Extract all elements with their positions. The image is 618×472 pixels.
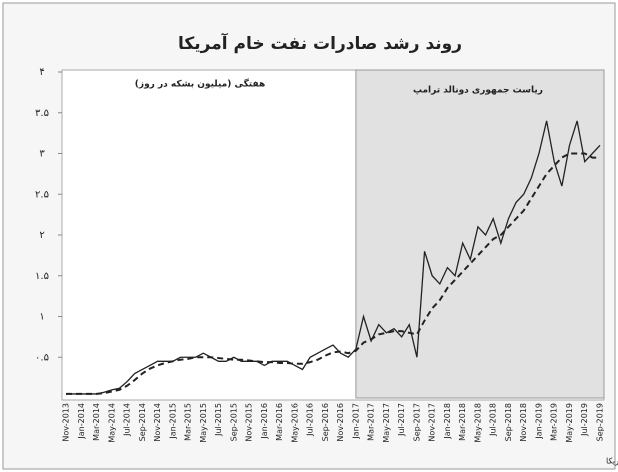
x-tick-label: May-2019 (565, 403, 574, 443)
y-tick-label: ۲ (39, 230, 44, 241)
y-tick-label: ۳.۵ (35, 108, 49, 119)
x-tick-label: Jul-2018 (489, 403, 498, 437)
y-tick-label: ۲.۵ (35, 189, 49, 200)
x-tick-label: Mar-2014 (92, 403, 101, 441)
x-tick-label: Jan-2017 (351, 403, 360, 440)
y-tick-label: ۰.۵ (35, 352, 49, 363)
x-tick-label: Jul-2014 (123, 403, 132, 437)
x-tick-label: Jul-2019 (580, 403, 589, 437)
y-tick-label: ۴ (39, 67, 44, 78)
x-tick-label: Jan-2018 (443, 403, 452, 440)
x-tick-label: Sep-2016 (321, 403, 330, 441)
x-tick-label: Sep-2017 (412, 403, 421, 441)
annotation: ریاست جمهوری دونالد ترامپ (413, 86, 543, 96)
x-tick-label: Mar-2018 (458, 403, 467, 441)
x-tick-label: Jul-2016 (306, 403, 315, 437)
x-tick-label: Mar-2017 (367, 403, 376, 441)
line-series (66, 120, 601, 395)
x-tick-label: Jan-2015 (168, 403, 177, 440)
x-tick-label: Jan-2014 (77, 403, 86, 440)
x-tick-label: Nov-2018 (519, 403, 528, 442)
x-tick-label: Sep-2015 (229, 403, 238, 441)
x-tick-label: Jan-2016 (260, 403, 269, 440)
x-tick-label: Nov-2015 (245, 403, 254, 442)
x-tick-label: Mar-2016 (275, 403, 284, 441)
y-tick-label: ۱.۵ (35, 271, 49, 282)
x-tick-label: Sep-2014 (138, 403, 147, 441)
x-tick-label: Nov-2017 (428, 403, 437, 442)
x-tick-label: May-2017 (382, 403, 391, 443)
x-tick-label: Mar-2019 (550, 403, 559, 441)
x-tick-label: Nov-2016 (336, 403, 345, 442)
y-tick-label: ۳ (39, 149, 45, 160)
x-tick-label: Sep-2019 (596, 403, 605, 441)
chart-title: روند رشد صادرات نفت خام آمریکا (178, 32, 462, 54)
x-tick-label: May-2015 (199, 403, 208, 443)
shaded-region (355, 69, 605, 399)
x-tick-label: Nov-2013 (62, 403, 71, 442)
x-tick-label: May-2018 (473, 403, 482, 443)
x-tick-label: Sep-2018 (504, 403, 513, 441)
x-tick-label: May-2014 (107, 403, 116, 443)
y-tick-label: ۱ (39, 312, 44, 323)
x-tick-label: Mar-2015 (184, 403, 193, 441)
y-axis-label: هفتگی (میلیون بشکه در روز) (135, 78, 265, 90)
x-tick-label: Jan-2019 (534, 403, 543, 440)
source: تحلیل و استنتاج: احسان سلطانی بر اساس دا… (606, 456, 618, 466)
line-series (66, 152, 600, 395)
x-tick-label: Jul-2017 (397, 403, 406, 437)
x-tick-label: Jul-2015 (214, 403, 223, 437)
x-tick-label: Nov-2014 (153, 403, 162, 442)
x-tick-label: May-2016 (290, 403, 299, 443)
